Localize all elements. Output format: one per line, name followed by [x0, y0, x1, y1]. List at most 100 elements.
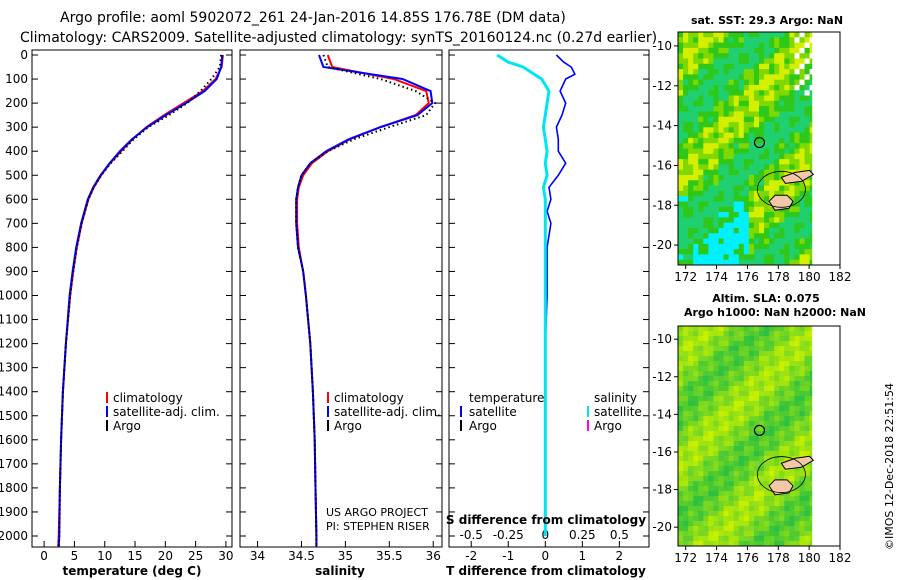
map-cell [774, 451, 780, 457]
map-cell [753, 106, 760, 112]
map-cell [769, 446, 775, 452]
map-cell [759, 185, 765, 192]
x-tick-label: 25 [188, 549, 203, 563]
map-cell [789, 506, 795, 512]
map-cell [723, 37, 730, 43]
map-cell [703, 95, 709, 102]
map-cell [748, 174, 755, 181]
map-cell [683, 486, 689, 492]
legend-temp-argo-label: Argo [469, 419, 497, 433]
map-cell [794, 361, 800, 367]
map-cell [804, 411, 811, 417]
map-cell [703, 436, 709, 442]
map-cell [779, 164, 785, 171]
map-cell [764, 217, 770, 224]
map-cell [779, 259, 785, 266]
map-cell [774, 466, 780, 472]
map-cell [779, 401, 785, 407]
map-cell [759, 441, 765, 447]
map-cell [804, 506, 811, 512]
map-cell [779, 217, 785, 224]
map-cell [708, 441, 714, 447]
map-cell [764, 436, 770, 442]
map-cell [703, 32, 709, 38]
map-cell [789, 491, 795, 497]
map-cell [764, 496, 770, 502]
map-cell [743, 371, 750, 377]
map-lon-label: 174 [705, 551, 728, 565]
map-cell [784, 541, 790, 547]
map-cell [698, 441, 704, 447]
map-cell [688, 451, 694, 457]
map-cell [733, 456, 740, 462]
map-cell [733, 521, 740, 527]
map-cell [688, 148, 694, 155]
map-cell [708, 148, 714, 155]
map-cell [688, 496, 694, 502]
map-cell [698, 249, 704, 255]
map-cell [784, 58, 790, 65]
map-cell [693, 153, 699, 160]
map-cell [748, 201, 755, 208]
map-cell [703, 461, 709, 467]
map-cell [723, 185, 730, 192]
map-cell [774, 79, 780, 86]
map-cell [698, 74, 704, 81]
map-cell [738, 501, 745, 507]
map-cell [708, 243, 714, 250]
map-cell [804, 481, 811, 487]
map-cell [748, 222, 755, 229]
map-cell [759, 37, 765, 43]
map-cell [733, 421, 740, 427]
map-cell [799, 259, 805, 266]
map-cell [799, 206, 805, 213]
map-cell [769, 431, 775, 437]
map-cell [764, 516, 770, 522]
map-cell [748, 159, 755, 165]
map-cell [764, 164, 770, 171]
map-cell [688, 541, 694, 547]
map-cell [794, 366, 800, 372]
map-cell [774, 74, 780, 81]
map-cell [774, 456, 780, 462]
map-cell [743, 137, 750, 144]
map-cell [718, 541, 724, 547]
map-cell [688, 69, 694, 75]
map-cell [678, 446, 684, 452]
map-cell [693, 441, 699, 447]
map-cell [718, 74, 724, 81]
map-cell [678, 456, 684, 462]
map-cell [718, 63, 724, 70]
salinity-climatology-line [296, 54, 430, 547]
map-cell [764, 376, 770, 382]
map-cell [728, 159, 735, 165]
map-cell [733, 249, 740, 255]
map-cell [784, 351, 790, 357]
map-cell [764, 90, 770, 96]
map-cell [753, 47, 760, 54]
map-cell [764, 396, 770, 402]
map-cell [698, 411, 704, 417]
map-cell [748, 346, 755, 352]
map-cell [688, 254, 694, 261]
map-cell [804, 249, 811, 255]
map-cell [718, 212, 724, 218]
map-cell [804, 501, 811, 507]
map-cell [713, 541, 719, 547]
map-cell [764, 196, 770, 202]
map-cell [769, 476, 775, 482]
pressure-tick-label: 0 [20, 48, 28, 62]
map-cell [693, 411, 699, 417]
map-cell [678, 331, 684, 337]
map-cell [794, 79, 800, 86]
map-cell [703, 137, 709, 144]
map-cell [769, 366, 775, 372]
map-cell [759, 426, 765, 432]
map-cell [733, 336, 740, 342]
map-cell [804, 254, 811, 261]
map-cell [794, 471, 800, 477]
map-cell [748, 401, 755, 407]
map-cell [779, 406, 785, 412]
map-cell [708, 100, 714, 107]
map-cell [799, 164, 805, 171]
